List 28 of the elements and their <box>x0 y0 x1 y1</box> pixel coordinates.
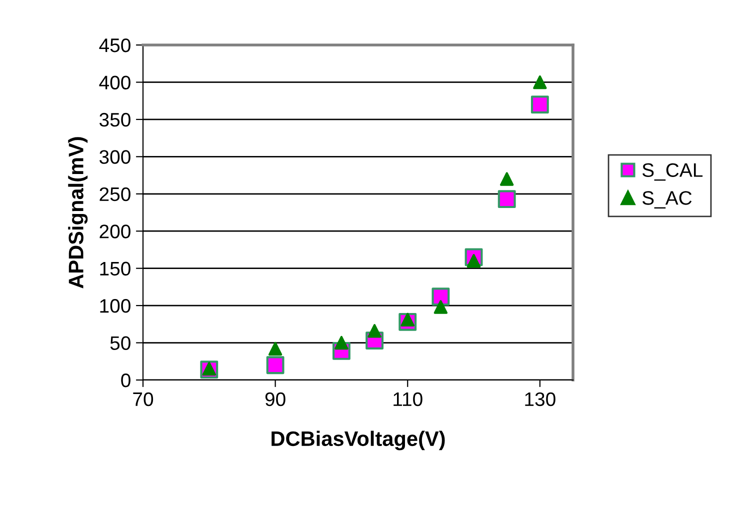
point <box>368 324 382 338</box>
y-axis-title: APDSignal(mV) <box>68 137 88 288</box>
point <box>498 190 516 208</box>
point <box>500 172 514 186</box>
y-tick-label: 150 <box>100 262 130 276</box>
point <box>266 356 284 374</box>
point <box>432 288 450 306</box>
point <box>268 342 282 356</box>
point <box>434 300 448 314</box>
y-tick-label: 300 <box>99 150 130 164</box>
y-tick-label: 200 <box>100 224 130 238</box>
x-axis-title: DCBiasVoltage(V) <box>272 430 445 450</box>
y-tick-label: 0 <box>121 373 130 388</box>
point <box>530 96 549 114</box>
x-tick-label: 110 <box>394 392 422 406</box>
y-tick-label: 350 <box>99 112 130 127</box>
x-tick-label: 70 <box>133 392 154 406</box>
y-tick-label: 400 <box>99 76 130 90</box>
y-tick-label: 100 <box>100 299 130 313</box>
y-tick-label: 450 <box>99 38 130 52</box>
x-tick-label: 130 <box>525 392 556 406</box>
legend-label: S_AC <box>642 191 692 209</box>
x-tick-label: 90 <box>265 392 286 406</box>
point <box>334 336 348 350</box>
point <box>533 75 547 90</box>
legend-label: S_CAL <box>642 163 703 181</box>
y-tick-label: 250 <box>100 187 130 202</box>
y-tick-label: 50 <box>110 336 130 350</box>
